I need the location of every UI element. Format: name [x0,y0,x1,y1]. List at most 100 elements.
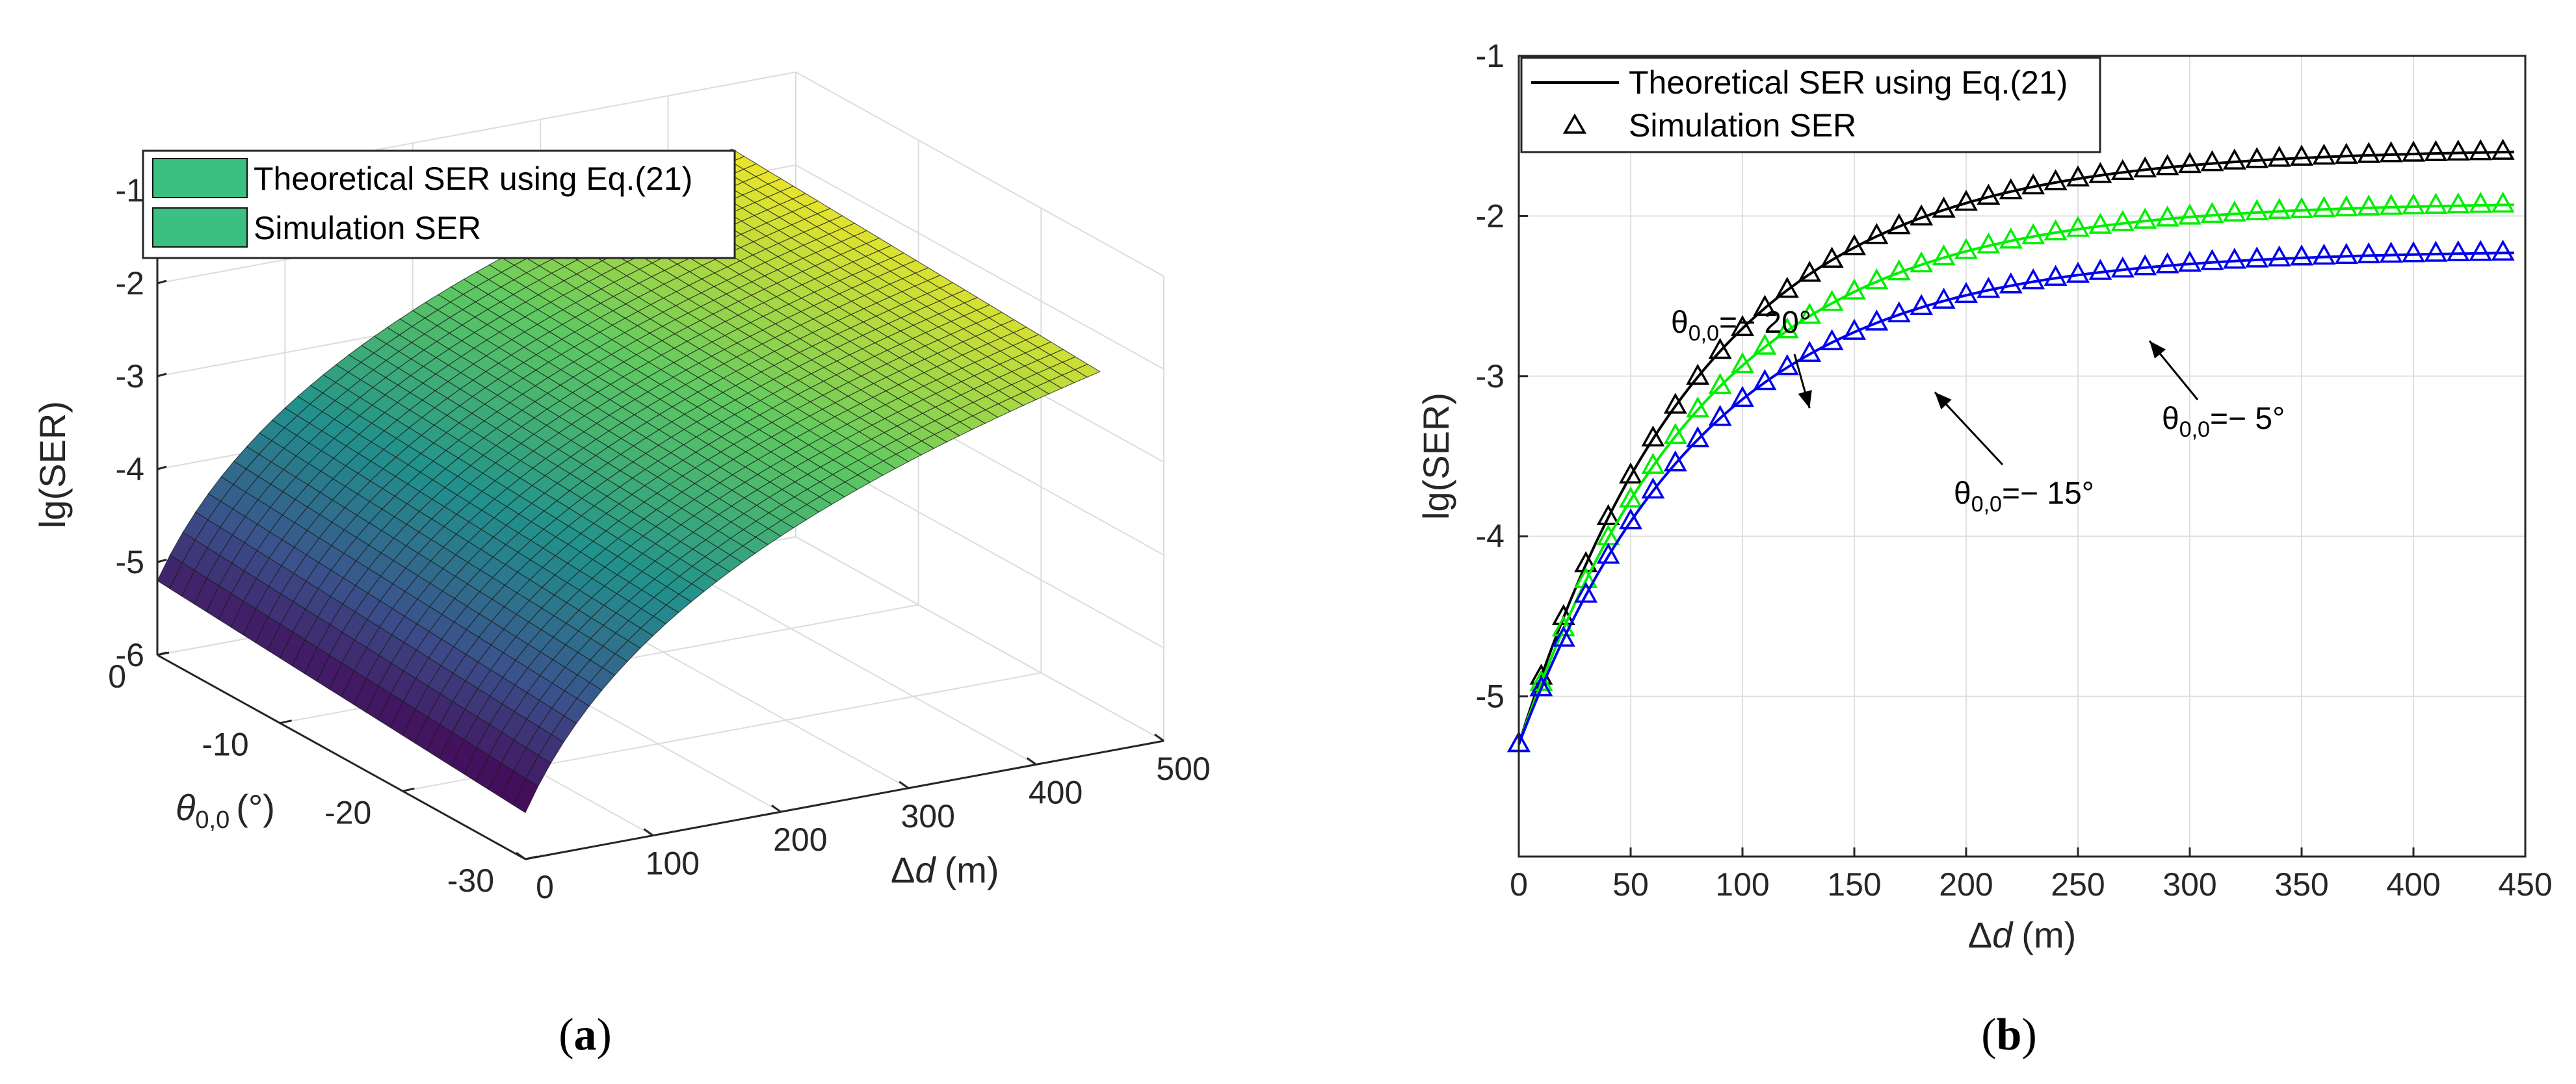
panel-a-ylabel: θ0,0 (°) [176,787,275,834]
y-tick [525,855,538,860]
simulation-marker [2178,203,2201,225]
annotation-minus15: θ0,0=− 15° [1954,476,2094,517]
x-tick-label: 300 [900,798,954,834]
simulation-marker [2491,239,2515,261]
panel-a-ylabel-unit: (°) [236,787,275,828]
z-tick-label: -2 [116,265,144,302]
series-0 [1507,138,2515,753]
simulation-marker [1753,368,1777,391]
simulation-marker [2066,216,2090,237]
simulation-marker [2155,154,2179,175]
y-tick [402,787,415,792]
panel-b-ylabel: lg(SER) [1415,393,1456,520]
panel-b-plot-area [1519,56,2525,857]
panel-b-caption-close: ) [2021,1010,2036,1060]
simulation-marker [1686,426,1710,448]
simulation-marker [2424,192,2448,214]
arrow-minus15 [1934,391,2004,466]
simulation-marker [2379,194,2403,215]
simulation-marker [1954,281,1978,303]
simulation-marker [1663,450,1687,472]
simulation-marker [2379,241,2403,263]
y-tick [157,651,170,656]
simulation-marker [1932,287,1956,309]
simulation-marker [2245,246,2269,268]
simulation-marker [1529,675,1553,697]
simulation-marker [2133,254,2157,276]
x-tick-label: 400 [1029,774,1083,810]
simulation-marker [1999,227,2023,249]
series-2 [1507,239,2515,753]
panel-a-zlabel: lg(SER) [32,401,73,528]
simulation-marker [1686,396,1710,418]
panel-a-ylabel-symbol: θ [176,787,195,828]
panel-b-series [1507,138,2515,753]
simulation-marker [1977,276,2001,298]
z-tick [157,558,167,563]
simulation-marker [1999,272,2023,294]
simulation-marker [2424,240,2448,262]
simulation-marker [1574,582,1598,603]
panel-b-legend: Theoretical SER using Eq.(21) Simulation… [1520,57,2101,153]
panel-a-xlabel: Δd (m) [891,849,999,890]
simulation-marker [2357,142,2381,163]
x-tick [899,781,910,790]
simulation-marker [1619,508,1642,530]
simulation-marker [1843,234,1866,255]
panel-b-caption-letter: b [1997,1010,2022,1060]
simulation-marker [1865,223,1889,244]
simulation-marker [1663,393,1687,414]
y-tick-label: -4 [1476,518,1505,554]
simulation-marker [1910,251,1934,273]
simulation-marker [2066,261,2090,283]
x-tick-label: 350 [2274,866,2328,903]
simulation-marker [1887,213,1911,235]
simulation-marker [1775,276,1799,298]
simulation-marker [1798,341,1822,362]
simulation-marker [2066,165,2090,187]
annotation-minus5-symbol: θ [2162,402,2179,436]
z-tick-label: -4 [116,451,144,487]
simulation-marker [1731,385,1754,407]
x-tick-label: 100 [646,845,700,882]
panel-a-legend: Theoretical SER using Eq.(21) Simulation… [142,149,736,259]
simulation-marker [1887,259,1911,281]
simulation-marker [1574,567,1598,589]
simulation-marker [1641,452,1665,474]
simulation-marker [2312,243,2336,265]
simulation-marker [1910,294,1934,315]
annotation-minus20: θ0,0=− 20° [1671,305,1811,346]
panel-a-ylabel-sub: 0,0 [195,807,230,834]
simulation-marker [2222,148,2246,170]
x-tick-label: 400 [2386,866,2440,903]
simulation-marker [2178,151,2201,174]
simulation-marker [2267,245,2291,267]
simulation-marker [2155,252,2179,274]
simulation-marker [1977,232,2001,254]
simulation-marker [1843,278,1866,300]
simulation-marker [2469,192,2493,213]
panel-a-xlabel-unit: (m) [945,849,999,890]
panel-b-caption-open: ( [1981,1010,1996,1060]
simulation-marker [1596,504,1620,526]
x-tick-label: 500 [1156,751,1210,787]
simulation-marker [2469,240,2493,261]
simulation-marker [1731,315,1754,337]
simulation-marker [1708,337,1732,359]
series-1 [1507,191,2515,753]
annotation-minus20-value: =− 20° [1719,305,1811,340]
y-tick-label: -2 [1476,198,1505,234]
simulation-marker [1641,477,1665,499]
x-tick [1026,757,1037,766]
simulation-marker [2424,140,2448,161]
x-tick-label: 0 [1510,866,1528,903]
simulation-marker [1865,309,1889,331]
simulation-marker [1932,244,1956,266]
simulation-marker [2088,162,2112,183]
simulation-marker [2290,244,2313,266]
simulation-marker [1820,246,1844,268]
simulation-marker [2044,169,2068,190]
grid-line [668,560,1037,766]
z-tick [157,279,167,285]
